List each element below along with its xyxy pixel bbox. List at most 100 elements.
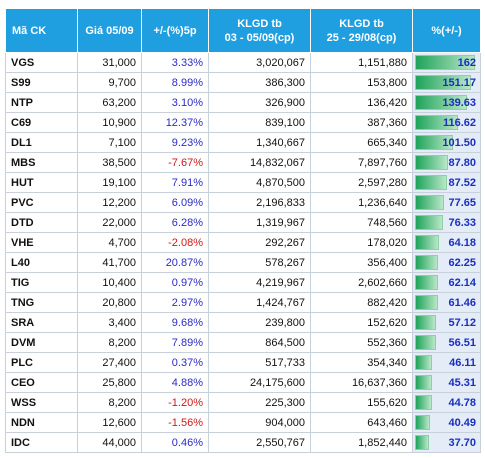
cell: 101.50 [412,132,481,153]
cell-text: -7.67% [168,156,203,169]
row: NDN 12,600 -1.56% 904,000 643,460 40.49 [5,412,481,433]
cell-text: 748,560 [367,216,407,229]
cell-text: 77.65 [448,196,476,209]
cell: 3.10% [141,92,209,113]
header-text: 03 - 05/09(cp) [224,31,295,44]
cell: 87.52 [412,172,481,193]
header-text: %(+/-) [431,24,462,37]
cell: 4,870,500 [208,172,311,193]
cell-text: 578,267 [265,256,305,269]
cell: DTD [5,212,78,233]
cell: VHE [5,232,78,253]
row: DVM 8,200 7.89% 864,500 552,360 56.51 [5,332,481,353]
cell: 76.33 [412,212,481,233]
cell-text: 41,700 [102,256,136,269]
cell-text: 9.23% [171,136,203,149]
header-cell: +/-(%)5p [141,8,209,53]
cell: 2,196,833 [208,192,311,213]
cell-text: 356,400 [367,256,407,269]
cell-text: 9,700 [108,76,136,89]
cell-text: 326,900 [265,96,305,109]
cell: 7.91% [141,172,209,193]
row: SRA 3,400 9.68% 239,800 152,620 57.12 [5,312,481,333]
cell-text: 38,500 [102,156,136,169]
cell: 151.17 [412,72,481,93]
cell: 1,852,440 [310,432,413,453]
header-text: Giá 05/09 [85,24,134,37]
cell-text: 225,300 [265,396,305,409]
cell: 162 [412,52,481,73]
row: DL1 7,100 9.23% 1,340,667 665,340 101.50 [5,132,481,153]
cell: 12,200 [77,192,142,213]
cell-text: 1,236,640 [358,196,407,209]
cell-text: 386,300 [265,76,305,89]
cell-text: 2,196,833 [256,196,305,209]
cell: 643,460 [310,412,413,433]
cell-text: 7,100 [108,136,136,149]
cell: 37.70 [412,432,481,453]
header-cell: KLGD tb 03 - 05/09(cp) [208,8,311,53]
cell: 27,400 [77,352,142,373]
cell-text: 57.12 [448,316,476,329]
cell-text: 387,360 [367,116,407,129]
cell: CEO [5,372,78,393]
cell-text: NDN [11,416,35,429]
cell-text: 7.89% [171,336,203,349]
cell: 152,620 [310,312,413,333]
row: PLC 27,400 0.37% 517,733 354,340 46.11 [5,352,481,373]
data-bar [415,355,433,370]
cell-text: 136,420 [367,96,407,109]
row: S99 9,700 8.99% 386,300 153,800 151.17 [5,72,481,93]
data-bar [415,275,438,290]
cell: 46.11 [412,352,481,373]
header-text: KLGD tb [237,17,282,30]
cell-text: 10,900 [102,116,136,129]
cell-text: 4,870,500 [256,176,305,189]
cell: 517,733 [208,352,311,373]
data-bar [415,435,429,450]
row: VGS 31,000 3.33% 3,020,067 1,151,880 162 [5,52,481,73]
cell: 2.97% [141,292,209,313]
cell: 2,550,767 [208,432,311,453]
cell: 1,236,640 [310,192,413,213]
cell: 8,200 [77,332,142,353]
cell: 24,175,600 [208,372,311,393]
cell-text: 155,620 [367,396,407,409]
cell-text: 178,020 [367,236,407,249]
row: DTD 22,000 6.28% 1,319,967 748,560 76.33 [5,212,481,233]
cell: 62.14 [412,272,481,293]
cell-text: 1,852,440 [358,436,407,449]
cell-text: 8,200 [108,336,136,349]
cell-text: 7.91% [171,176,203,189]
row: WSS 8,200 -1.20% 225,300 155,620 44.78 [5,392,481,413]
cell-text: 2,602,660 [358,276,407,289]
cell-text: 3,020,067 [256,56,305,69]
cell: 9,700 [77,72,142,93]
cell: 387,360 [310,112,413,133]
cell: 41,700 [77,252,142,273]
cell: DL1 [5,132,78,153]
row: PVC 12,200 6.09% 2,196,833 1,236,640 77.65 [5,192,481,213]
cell-text: 4,700 [108,236,136,249]
data-bar [415,295,438,310]
cell: 386,300 [208,72,311,93]
data-bar [415,195,444,210]
table-body: VGS 31,000 3.33% 3,020,067 1,151,880 162 S99 9,… [5,52,481,453]
table-head: Mã CK Giá 05/09 +/-(%)5p KLGD tb 03 - 05/09(… [5,8,481,53]
cell: 57.12 [412,312,481,333]
cell: 153,800 [310,72,413,93]
row: CEO 25,800 4.88% 24,175,600 16,637,360 45.31 [5,372,481,393]
cell-text: MBS [11,156,36,169]
cell-text: VHE [11,236,34,249]
cell: 4,700 [77,232,142,253]
cell-text: 22,000 [102,216,136,229]
cell-text: 44,000 [102,436,136,449]
cell-text: 87.52 [448,176,476,189]
cell: 9.68% [141,312,209,333]
cell: 6.28% [141,212,209,233]
cell-text: 87.80 [448,156,476,169]
row: TNG 20,800 2.97% 1,424,767 882,420 61.46 [5,292,481,313]
cell: 0.97% [141,272,209,293]
cell-text: 239,800 [265,316,305,329]
cell: 239,800 [208,312,311,333]
